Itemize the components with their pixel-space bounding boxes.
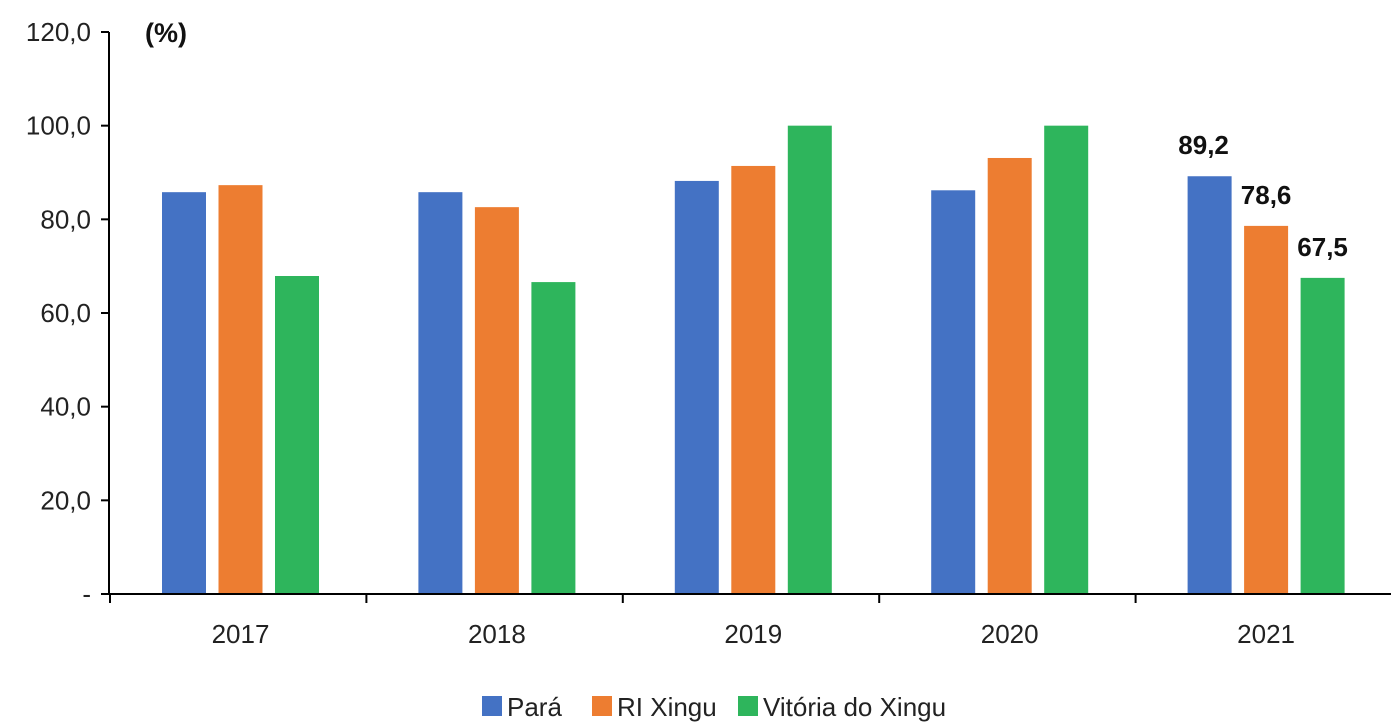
y-tick-label: 80,0 — [40, 204, 91, 234]
y-tick-label: 120,0 — [26, 17, 91, 47]
x-tick-label: 2019 — [724, 619, 782, 649]
x-tick-label: 2017 — [212, 619, 270, 649]
data-label: 67,5 — [1297, 232, 1348, 262]
bar-2019-series-2 — [787, 125, 832, 595]
bar-2021-series-1 — [1244, 225, 1289, 594]
legend-label: Pará — [507, 692, 562, 722]
data-label: 89,2 — [1178, 130, 1229, 160]
bar-2021-series-2 — [1300, 277, 1345, 594]
bar-2017-series-1 — [218, 185, 263, 594]
y-tick-label: 20,0 — [40, 485, 91, 515]
bar-2019-series-0 — [674, 180, 719, 594]
bar-2018-series-1 — [474, 207, 519, 594]
data-label: 78,6 — [1241, 180, 1292, 210]
legend-swatch — [738, 696, 758, 716]
y-tick-label: 100,0 — [26, 111, 91, 141]
x-tick-label: 2018 — [468, 619, 526, 649]
legend-label: Vitória do Xingu — [763, 692, 946, 722]
y-tick-label: 60,0 — [40, 298, 91, 328]
bar-2019-series-1 — [731, 165, 776, 594]
bar-2021-series-0 — [1187, 176, 1232, 594]
legend-label: RI Xingu — [617, 692, 717, 722]
y-unit-label: (%) — [145, 18, 187, 48]
bar-2017-series-0 — [162, 192, 206, 595]
y-tick-label: - — [82, 579, 91, 609]
bar-2018-series-2 — [531, 282, 576, 594]
y-tick-label: 40,0 — [40, 392, 91, 422]
legend-swatch — [482, 696, 502, 716]
bar-2020-series-1 — [987, 157, 1032, 594]
bar-2020-series-0 — [931, 190, 976, 594]
bar-2017-series-2 — [275, 276, 319, 594]
legend-swatch — [592, 696, 612, 716]
bar-2020-series-2 — [1044, 125, 1089, 595]
x-tick-label: 2020 — [981, 619, 1039, 649]
bar-2018-series-0 — [418, 192, 463, 595]
x-tick-label: 2021 — [1237, 619, 1295, 649]
